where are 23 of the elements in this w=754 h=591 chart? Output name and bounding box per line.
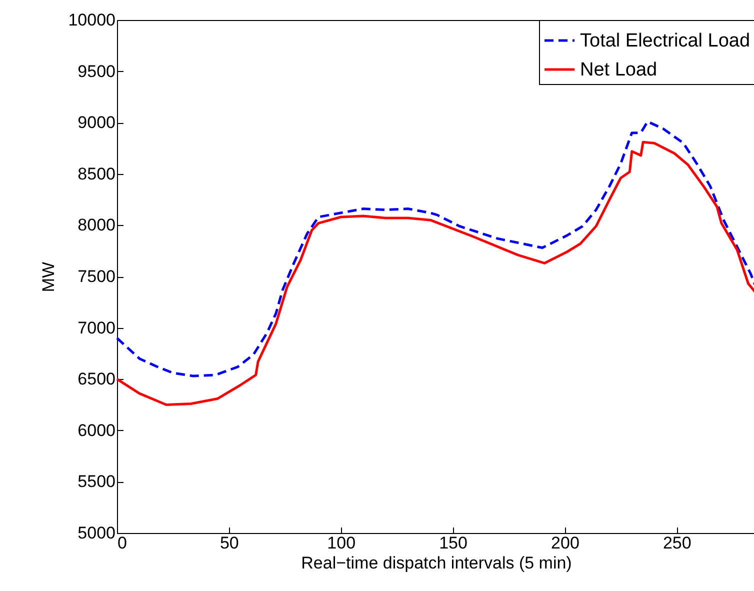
y-axis-title: MW (39, 262, 58, 292)
legend-label: Total Electrical Load (580, 30, 750, 52)
y-tick-label: 10000 (68, 10, 116, 30)
y-tick-label: 9500 (78, 62, 116, 81)
y-tick-label: 9000 (78, 113, 116, 132)
y-tick-label: 8500 (78, 164, 116, 184)
legend-label: Net Load (580, 60, 658, 80)
y-tick-label: 5500 (78, 472, 116, 492)
x-tick-label: 150 (439, 534, 468, 552)
y-tick-label: 6000 (78, 420, 116, 440)
y-tick-label: 6500 (78, 370, 116, 389)
x-tick-label: 100 (327, 534, 356, 552)
line-series (116, 120, 754, 378)
y-tick-label: 7000 (78, 318, 116, 338)
y-tick-label: 8000 (78, 216, 116, 235)
x-tick-label: 50 (220, 534, 239, 552)
x-tick-label: 250 (662, 534, 692, 552)
y-tick-label: 7500 (78, 267, 116, 286)
x-tick-label: 0 (118, 534, 127, 552)
y-tick-label: 5000 (78, 524, 116, 542)
x-axis-title: Real−time dispatch intervals (5 min) (301, 554, 572, 572)
line-series (116, 140, 754, 406)
x-tick-label: 200 (551, 534, 580, 552)
